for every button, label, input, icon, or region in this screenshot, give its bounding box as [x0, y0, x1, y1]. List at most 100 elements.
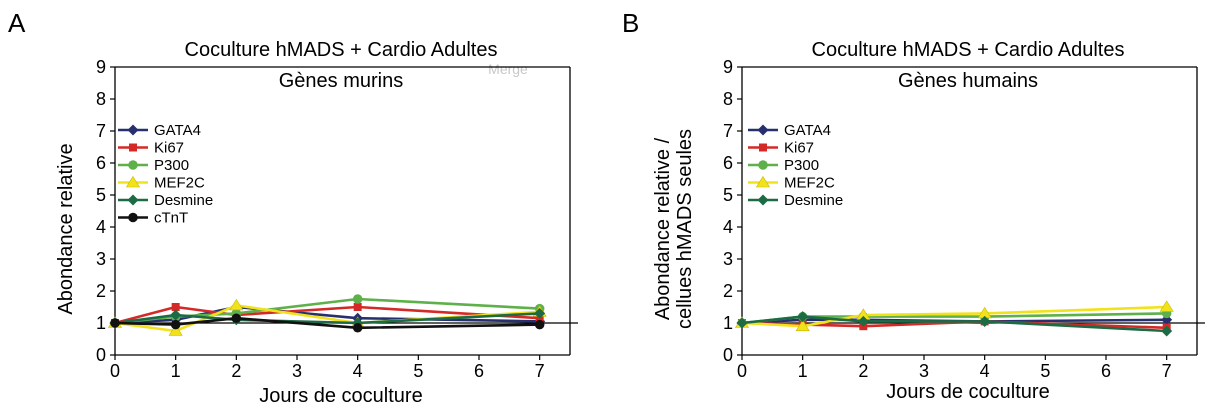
x-axis-label: Jours de coculture	[259, 385, 422, 407]
legend-item: Ki67	[748, 140, 814, 157]
legend-label: cTnT	[154, 210, 188, 227]
legend-label: GATA4	[154, 122, 201, 139]
data-point	[353, 303, 362, 311]
data-point	[1161, 325, 1173, 337]
legend-marker	[128, 160, 138, 170]
data-point	[231, 313, 242, 323]
legend-marker	[125, 175, 141, 188]
data-point	[534, 319, 545, 330]
legend-marker	[755, 175, 771, 188]
y-tick-label: 1	[723, 313, 733, 333]
legend-item: MEF2C	[118, 175, 205, 192]
x-tick-label: 7	[1162, 361, 1172, 381]
y-tick-label: 9	[96, 57, 106, 77]
y-tick-label: 5	[723, 185, 733, 205]
y-tick-label: 4	[723, 217, 733, 237]
y-tick-label: 8	[723, 89, 733, 109]
data-point	[736, 317, 748, 329]
y-tick-label: 7	[723, 121, 733, 141]
data-point	[110, 318, 120, 328]
data-point	[352, 294, 363, 304]
x-tick-label: 4	[353, 361, 363, 381]
x-tick-label: 6	[1101, 361, 1111, 381]
y-axis-label: Abondance relative /cellues hMADS seules	[652, 129, 696, 329]
legend-item: Desmine	[118, 192, 213, 209]
y-axis-label-line: Abondance relative /	[652, 137, 674, 320]
data-point	[171, 303, 180, 311]
series-desmine	[736, 311, 1173, 337]
y-tick-label: 6	[96, 153, 106, 173]
x-tick-label: 1	[798, 361, 808, 381]
chart-title: Coculture hMADS + Cardio Adultes	[185, 39, 498, 61]
x-tick-label: 2	[231, 361, 241, 381]
data-point	[352, 323, 363, 333]
x-tick-label: 2	[858, 361, 868, 381]
data-point	[979, 315, 991, 327]
legend-marker	[758, 160, 768, 170]
data-point	[229, 298, 244, 311]
data-point	[170, 309, 182, 321]
legend-marker	[127, 194, 139, 206]
legend-label: GATA4	[784, 122, 831, 139]
x-tick-label: 7	[535, 361, 545, 381]
legend-item: GATA4	[748, 122, 831, 139]
y-tick-label: 7	[96, 121, 106, 141]
watermark-text: Merge	[488, 61, 528, 77]
chart-panel-b: B Coculture hMADS + Cardio Adultes Gènes h…	[622, 8, 1205, 403]
legend-item: GATA4	[118, 122, 201, 139]
legend-marker	[757, 124, 769, 136]
data-point	[168, 324, 183, 336]
data-point	[1159, 300, 1174, 312]
legend-label: MEF2C	[154, 175, 205, 192]
legend-label: P300	[784, 157, 819, 174]
series-ctnt	[110, 313, 545, 333]
y-tick-label: 1	[96, 313, 106, 333]
legend-item: P300	[118, 157, 189, 174]
data-point	[170, 319, 181, 330]
chart-panel-a: A Coculture hMADS + Cardio Adultes Gènes m…	[8, 8, 578, 407]
y-tick-label: 3	[723, 249, 733, 269]
legend-item: Ki67	[118, 140, 184, 157]
data-point	[534, 307, 546, 319]
legend-label: MEF2C	[784, 175, 835, 192]
chart-title: Coculture hMADS + Cardio Adultes	[812, 39, 1125, 61]
x-axis-label: Jours de coculture	[886, 381, 1049, 403]
panel-letter: A	[8, 8, 26, 38]
panel-letter: B	[622, 8, 639, 38]
x-tick-label: 3	[292, 361, 302, 381]
y-tick-label: 3	[96, 249, 106, 269]
y-tick-label: 8	[96, 89, 106, 109]
data-point	[797, 311, 809, 323]
y-tick-label: 0	[723, 345, 733, 365]
y-axis-label-line: cellues hMADS seules	[674, 129, 696, 329]
y-tick-label: 4	[96, 217, 106, 237]
y-tick-label: 2	[723, 281, 733, 301]
y-tick-label: 9	[723, 57, 733, 77]
chart-subtitle: Gènes murins	[279, 70, 404, 92]
legend-marker	[757, 194, 769, 206]
y-tick-label: 2	[96, 281, 106, 301]
x-tick-label: 5	[413, 361, 423, 381]
y-tick-label: 6	[723, 153, 733, 173]
x-tick-label: 3	[919, 361, 929, 381]
legend-marker	[129, 143, 137, 152]
x-tick-label: 5	[1040, 361, 1050, 381]
legend-label: Desmine	[784, 192, 843, 209]
x-tick-label: 1	[171, 361, 181, 381]
y-tick-label: 0	[96, 345, 106, 365]
legend-item: P300	[748, 157, 819, 174]
legend-item: Desmine	[748, 192, 843, 209]
legend-item: cTnT	[118, 210, 188, 227]
y-axis-label: Abondance relative	[55, 143, 77, 314]
legend-label: P300	[154, 157, 189, 174]
legend-marker	[128, 212, 138, 223]
y-tick-label: 5	[96, 185, 106, 205]
legend-label: Ki67	[154, 140, 184, 157]
x-tick-label: 0	[737, 361, 747, 381]
legend-label: Ki67	[784, 140, 814, 157]
y-axis-label-line: Abondance relative	[55, 143, 77, 314]
x-tick-label: 6	[474, 361, 484, 381]
legend-marker	[127, 124, 139, 136]
